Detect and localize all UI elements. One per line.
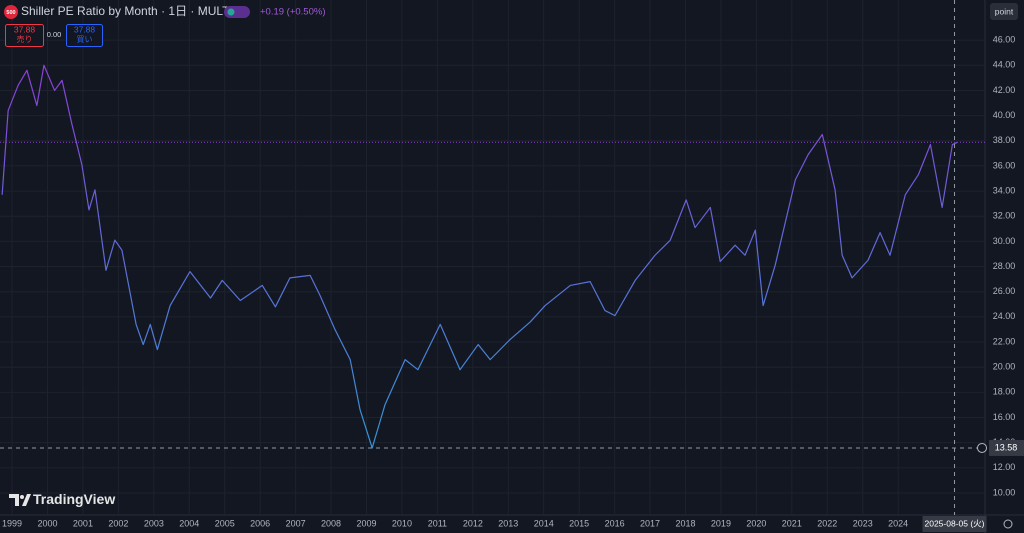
y-tick-label: 16.00 bbox=[993, 412, 1016, 422]
y-tick-label: 28.00 bbox=[993, 261, 1016, 271]
x-tick-label: 2006 bbox=[250, 518, 270, 528]
x-tick-label: 2015 bbox=[569, 518, 589, 528]
x-tick-label: 1999 bbox=[2, 518, 22, 528]
buy-button[interactable] bbox=[66, 24, 103, 47]
sell-price: 37.88 bbox=[14, 24, 36, 34]
y-tick-label: 44.00 bbox=[993, 60, 1016, 70]
buy-price: 37.88 bbox=[74, 24, 96, 34]
crosshair-y-label: 13.58 bbox=[995, 442, 1018, 452]
x-tick-label: 2022 bbox=[817, 518, 837, 528]
x-tick-label: 2013 bbox=[498, 518, 518, 528]
x-tick-label: 2019 bbox=[711, 518, 731, 528]
change: +0.19 (+0.50%) bbox=[260, 7, 326, 18]
x-tick-label: 2016 bbox=[605, 518, 625, 528]
crosshair-y-box bbox=[989, 439, 1024, 456]
y-tick-label: 32.00 bbox=[993, 211, 1016, 221]
x-tick-label: 2017 bbox=[640, 518, 660, 528]
y-tick-label: 40.00 bbox=[993, 110, 1016, 120]
y-tick-label: 22.00 bbox=[993, 336, 1016, 346]
x-tick-label: 2014 bbox=[534, 518, 554, 528]
x-tick-label: 2009 bbox=[356, 518, 376, 528]
sell-button[interactable] bbox=[5, 24, 44, 47]
x-tick-label: 2004 bbox=[179, 518, 199, 528]
y-tick-label: 18.00 bbox=[993, 387, 1016, 397]
badge-text: 500 bbox=[6, 10, 15, 16]
title: Shiller PE Ratio by Month · 1日 · MULTPL bbox=[21, 4, 245, 18]
x-tick-label: 2011 bbox=[428, 518, 447, 528]
scale-button[interactable] bbox=[990, 3, 1018, 20]
x-tick-label: 2000 bbox=[37, 518, 57, 528]
settings-icon[interactable] bbox=[1003, 519, 1013, 529]
sell-label: 売り bbox=[17, 34, 33, 44]
x-tick-label: 2018 bbox=[675, 518, 695, 528]
x-tick-label: 2021 bbox=[782, 518, 802, 528]
y-tick-label: 20.00 bbox=[993, 362, 1016, 372]
crosshair-x-label: 2025-08-05 (火) bbox=[925, 518, 985, 528]
x-tick-label: 2024 bbox=[888, 518, 908, 528]
scale-button-text: point bbox=[995, 6, 1014, 16]
y-tick-label: 46.00 bbox=[993, 35, 1016, 45]
crosshair-x-box bbox=[922, 516, 987, 532]
x-tick-label: 2003 bbox=[144, 518, 164, 528]
y-tick-label: 24.00 bbox=[993, 311, 1016, 321]
x-tick-label: 2005 bbox=[215, 518, 235, 528]
x-tick-label: 2001 bbox=[73, 518, 93, 528]
logo: TradingView bbox=[33, 491, 115, 507]
logo-icon bbox=[9, 494, 31, 506]
y-tick-label: 26.00 bbox=[993, 286, 1016, 296]
y-tick-label: 38.00 bbox=[993, 135, 1016, 145]
y-tick-label: 10.00 bbox=[993, 487, 1016, 497]
spread: 0.00 bbox=[47, 30, 62, 39]
x-tick-label: 2020 bbox=[746, 518, 766, 528]
toggle-dot bbox=[227, 8, 235, 16]
y-tick-label: 30.00 bbox=[993, 236, 1016, 246]
y-tick-label: 12.00 bbox=[993, 462, 1016, 472]
buy-label: 買い bbox=[77, 35, 93, 44]
x-tick-label: 2002 bbox=[108, 518, 128, 528]
x-tick-label: 2007 bbox=[286, 518, 306, 528]
y-tick-label: 34.00 bbox=[993, 185, 1016, 195]
series-line bbox=[1, 64, 958, 449]
x-tick-label: 2008 bbox=[321, 518, 341, 528]
logo-dot bbox=[20, 495, 24, 499]
x-tick-label: 2023 bbox=[853, 518, 873, 528]
add-button[interactable] bbox=[977, 442, 987, 453]
x-tick-label: 2012 bbox=[463, 518, 483, 528]
y-tick-label: 36.00 bbox=[993, 160, 1016, 170]
badge bbox=[4, 5, 18, 19]
x-tick-label: 2010 bbox=[392, 518, 412, 528]
y-tick-label: 42.00 bbox=[993, 85, 1016, 95]
